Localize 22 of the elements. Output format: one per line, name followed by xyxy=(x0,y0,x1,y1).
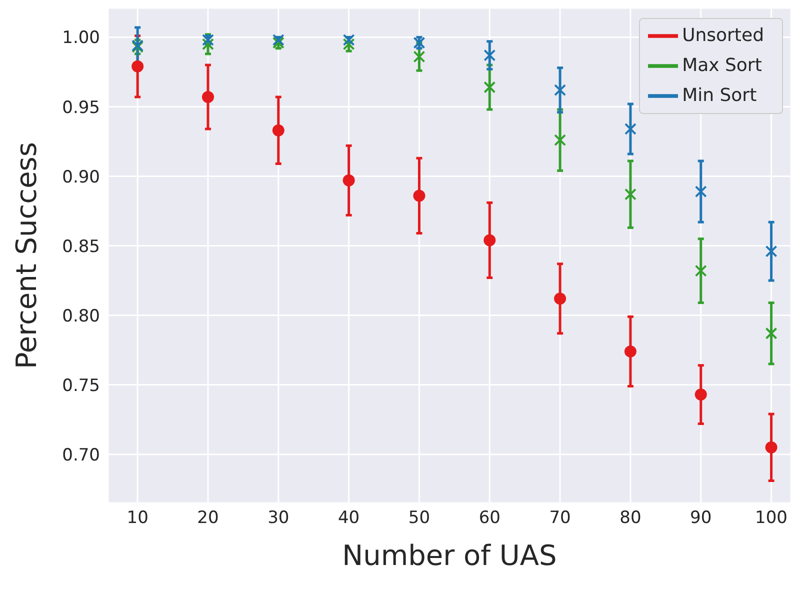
x-tick-label: 90 xyxy=(690,508,712,528)
x-tick-label: 40 xyxy=(338,508,360,528)
y-tick-label: 0.90 xyxy=(62,167,100,188)
y-tick-label: 0.70 xyxy=(62,445,100,466)
y-tick-label: 0.75 xyxy=(62,376,100,396)
x-tick-label: 30 xyxy=(268,508,290,528)
x-axis-title: Number of UAS xyxy=(342,539,557,572)
legend-label: Unsorted xyxy=(682,24,764,46)
y-tick-label: 0.95 xyxy=(62,98,100,118)
x-tick-label: 20 xyxy=(197,508,219,528)
x-tick-label: 70 xyxy=(549,508,571,528)
x-tick-label: 10 xyxy=(126,508,148,528)
x-tick-label: 50 xyxy=(408,508,430,528)
y-tick-label: 1.00 xyxy=(62,28,100,48)
y-tick-label: 0.85 xyxy=(62,236,100,257)
x-tick-label: 80 xyxy=(620,508,642,528)
y-tick-label: 0.80 xyxy=(62,306,100,326)
x-tick-label: 60 xyxy=(478,508,500,528)
x-tick-label: 100 xyxy=(755,508,788,528)
legend-label: Min Sort xyxy=(682,84,757,106)
legend-label: Max Sort xyxy=(682,54,762,76)
y-axis-title: Percent Success xyxy=(10,142,43,369)
